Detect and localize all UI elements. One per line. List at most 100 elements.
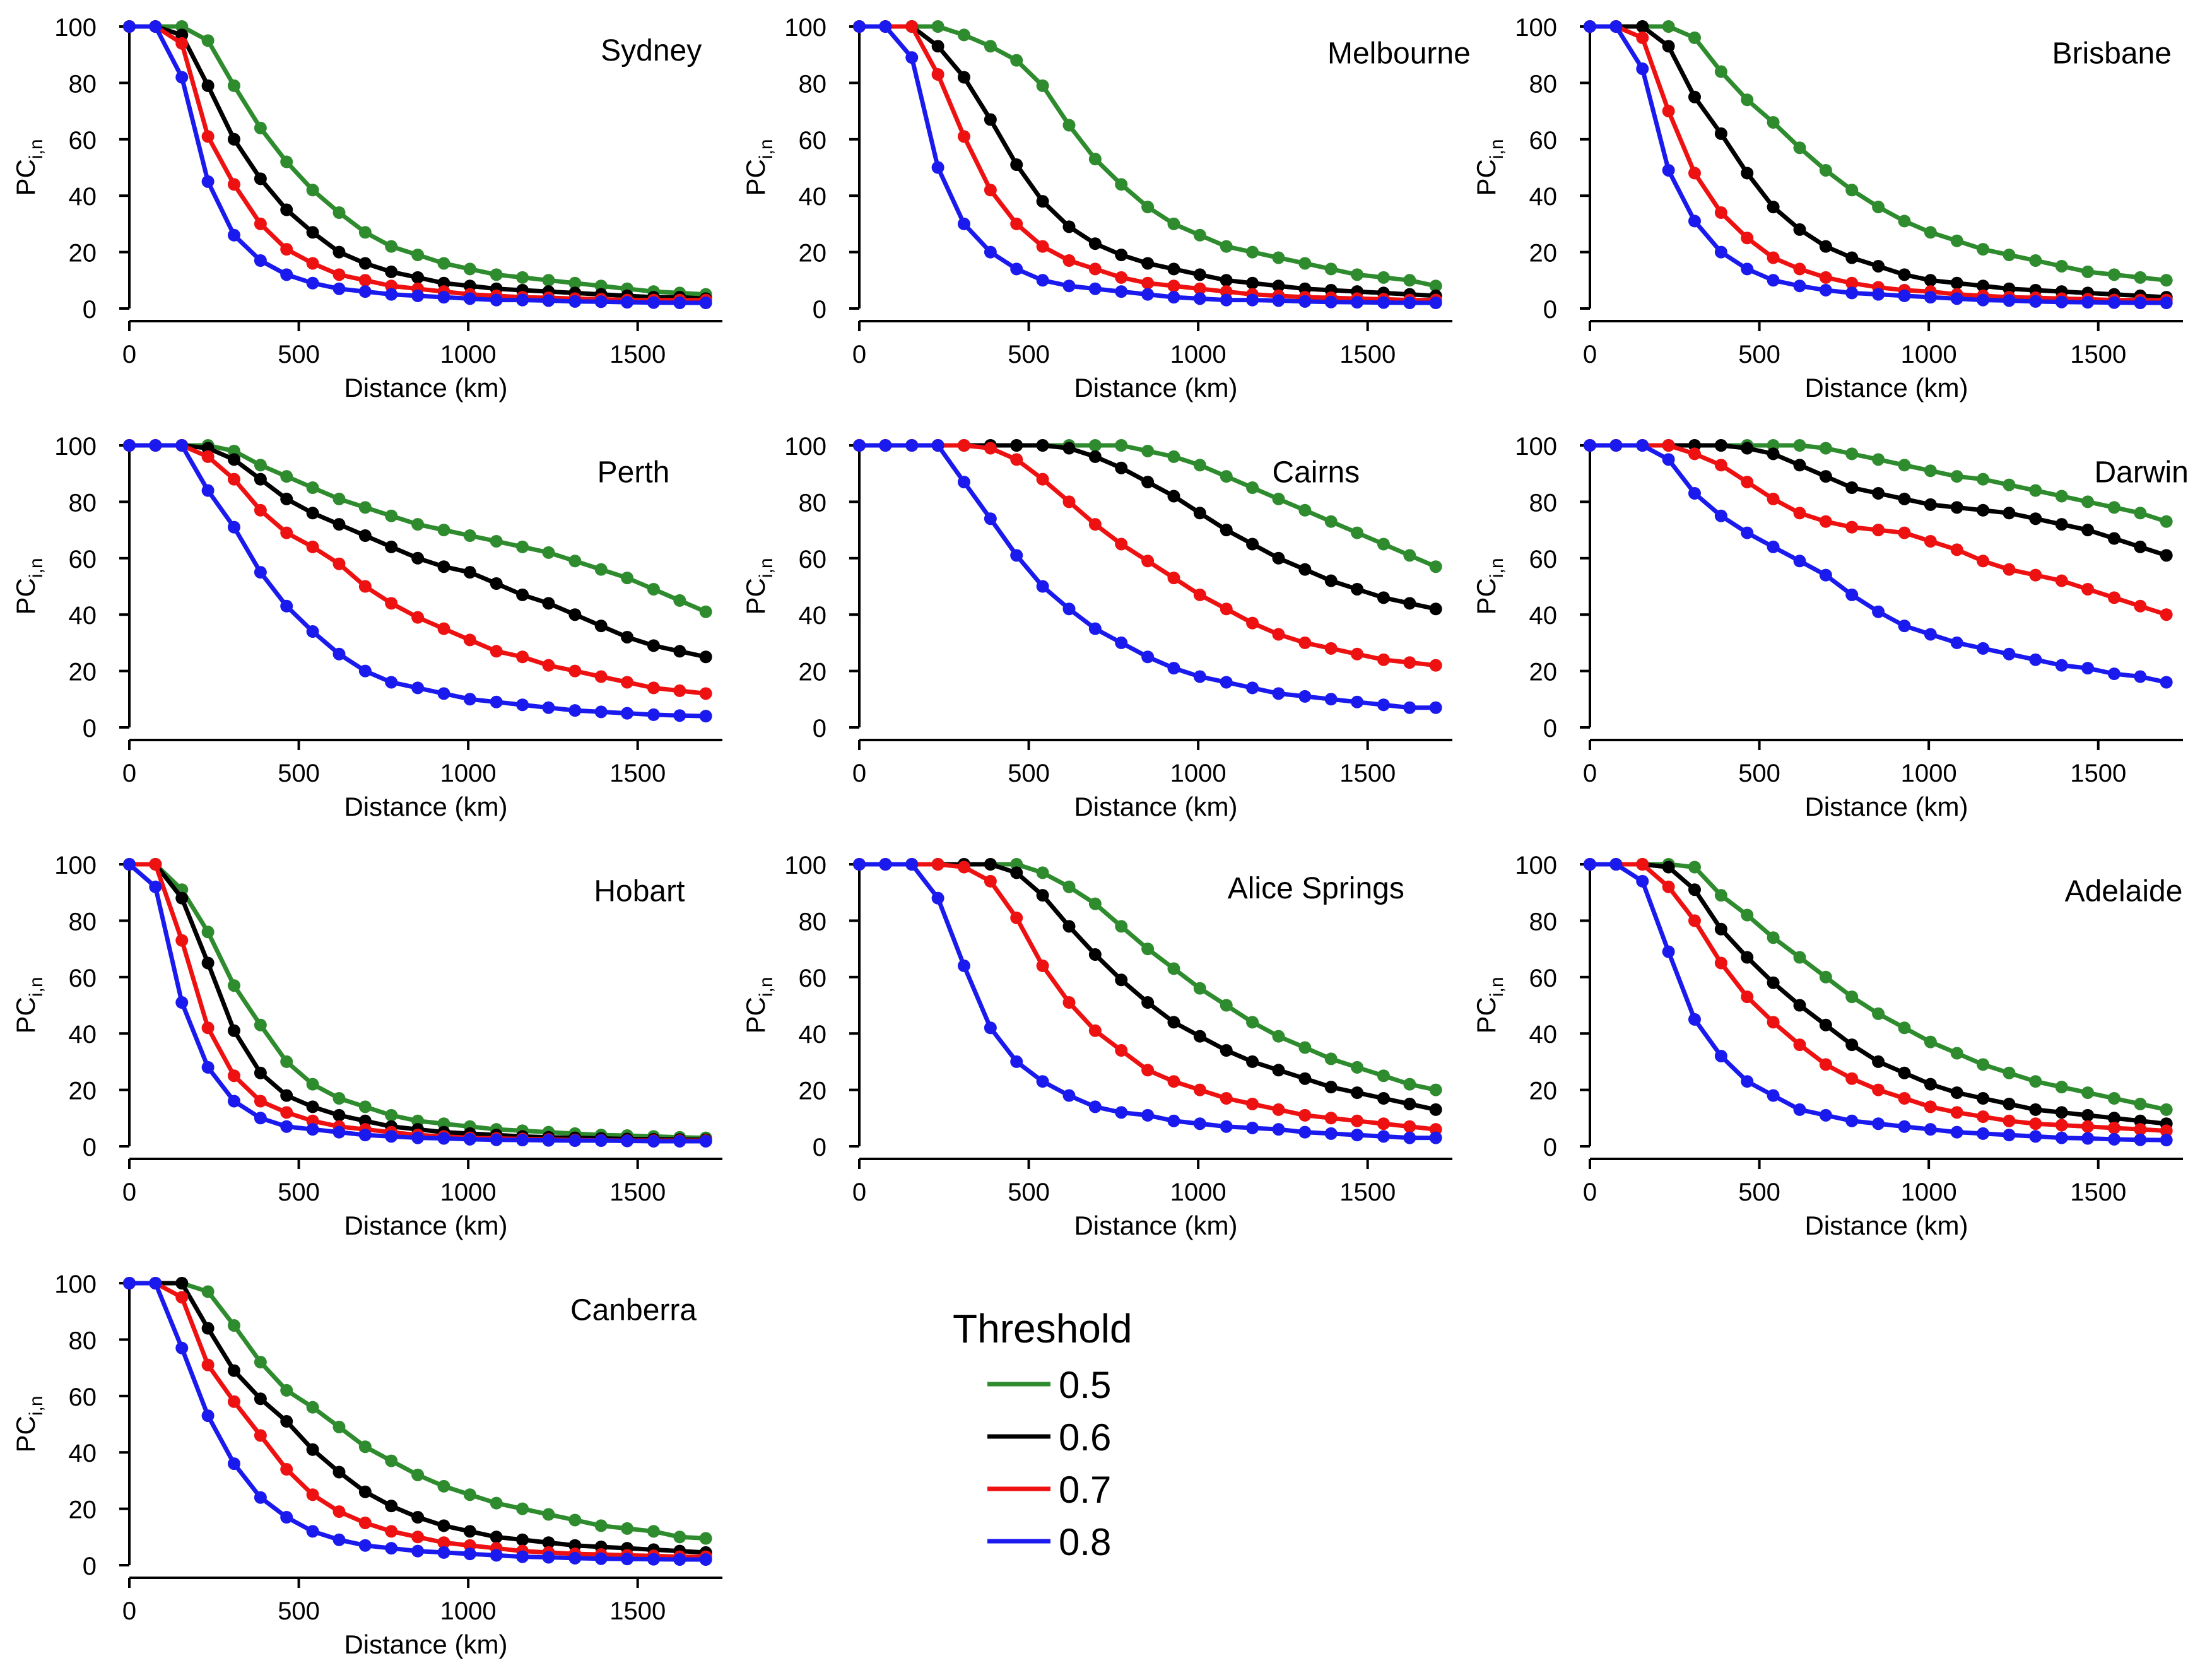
- point-0-5: [1088, 153, 1102, 166]
- point-0-5: [1429, 279, 1442, 293]
- point-0-8: [905, 439, 919, 452]
- x-tick-label: 1000: [440, 341, 497, 368]
- point-0-7: [1141, 276, 1155, 290]
- point-0-8: [1688, 1013, 1701, 1026]
- point-0-8: [490, 695, 503, 708]
- y-tick-label: 60: [69, 1383, 97, 1411]
- x-tick-label: 0: [1583, 760, 1597, 787]
- legend-title: Threshold: [953, 1306, 1132, 1351]
- point-0-6: [411, 551, 425, 565]
- panel-title: Melbourne: [1327, 37, 1471, 71]
- point-0-8: [123, 858, 136, 871]
- point-0-7: [227, 473, 240, 486]
- point-0-7: [1377, 653, 1390, 666]
- point-0-8: [2055, 295, 2068, 308]
- point-0-7: [2055, 1119, 2068, 1132]
- x-tick-label: 1500: [609, 341, 666, 368]
- point-0-8: [1298, 690, 1312, 703]
- point-0-6: [1010, 439, 1023, 452]
- point-0-7: [2081, 582, 2095, 596]
- point-0-7: [1088, 1024, 1102, 1037]
- y-tick-label: 20: [69, 1078, 97, 1105]
- point-0-7: [2029, 1117, 2042, 1131]
- panel-title: Cairns: [1272, 456, 1360, 490]
- point-0-5: [1950, 1047, 1963, 1060]
- point-0-5: [1977, 243, 1990, 256]
- point-0-8: [647, 1134, 660, 1148]
- legend-label-0-5: 0.5: [1059, 1364, 1111, 1406]
- point-0-7: [280, 1106, 293, 1119]
- point-0-8: [516, 1550, 529, 1563]
- point-0-7: [2029, 568, 2042, 582]
- point-0-5: [1115, 920, 1128, 933]
- point-0-7: [568, 664, 582, 678]
- point-0-5: [594, 1519, 608, 1532]
- point-0-6: [1036, 889, 1049, 902]
- point-0-7: [1924, 1100, 1937, 1113]
- point-0-8: [1377, 296, 1390, 309]
- point-0-5: [490, 534, 503, 548]
- point-0-8: [1403, 701, 1416, 714]
- point-0-8: [1429, 1131, 1442, 1144]
- legend-label-0-8: 0.8: [1059, 1521, 1111, 1563]
- point-0-6: [1741, 442, 1754, 455]
- point-0-5: [1088, 897, 1102, 910]
- point-0-8: [2160, 676, 2173, 689]
- y-tick-label: 100: [54, 1271, 97, 1298]
- point-0-7: [1036, 959, 1049, 972]
- y-tick-label: 100: [784, 14, 826, 42]
- y-tick-label: 100: [1515, 433, 1557, 461]
- point-0-5: [1377, 1069, 1390, 1083]
- point-0-8: [1115, 636, 1128, 649]
- point-0-8: [853, 20, 866, 33]
- point-0-8: [463, 292, 476, 305]
- point-0-6: [437, 1519, 450, 1532]
- point-0-5: [1351, 268, 1364, 281]
- x-axis-label: Distance (km): [1804, 1211, 1968, 1240]
- point-0-7: [1193, 282, 1206, 295]
- y-axis-label: PCi,n: [11, 139, 47, 196]
- point-0-5: [1272, 251, 1285, 264]
- point-0-7: [1688, 167, 1701, 180]
- point-0-5: [411, 249, 425, 262]
- point-0-7: [227, 178, 240, 191]
- point-0-5: [437, 1479, 450, 1493]
- point-0-6: [984, 858, 997, 871]
- point-0-8: [1584, 439, 1596, 452]
- point-0-8: [1141, 1108, 1155, 1122]
- point-0-8: [1662, 163, 1675, 177]
- point-0-6: [2107, 532, 2121, 545]
- point-0-6: [1062, 442, 1076, 455]
- point-0-6: [1924, 1078, 1937, 1091]
- point-0-8: [227, 1095, 240, 1108]
- y-axis-label: PCi,n: [741, 139, 777, 196]
- y-tick-label: 0: [813, 1134, 826, 1161]
- point-0-5: [358, 1440, 372, 1454]
- point-0-8: [201, 1409, 215, 1423]
- point-0-6: [1819, 470, 1832, 483]
- point-0-5: [1220, 470, 1233, 483]
- x-tick-label: 500: [1008, 1178, 1050, 1206]
- point-0-6: [1767, 201, 1780, 214]
- point-0-8: [1636, 439, 1649, 452]
- point-0-8: [542, 1551, 555, 1564]
- point-0-5: [1924, 226, 1937, 239]
- y-axis-label-sub: i,n: [756, 558, 777, 578]
- point-0-8: [411, 1131, 425, 1144]
- point-0-7: [2134, 1123, 2147, 1136]
- point-0-8: [280, 1120, 293, 1133]
- point-0-7: [984, 442, 997, 455]
- point-0-5: [647, 582, 660, 596]
- point-0-7: [1272, 628, 1285, 641]
- point-0-6: [594, 620, 608, 633]
- y-axis-label-main: PC: [741, 997, 770, 1033]
- point-0-6: [2081, 1108, 2095, 1122]
- x-tick-label: 1500: [2070, 760, 2126, 787]
- point-0-6: [1950, 501, 1963, 514]
- y-axis-label-main: PC: [741, 578, 770, 614]
- point-0-8: [463, 1132, 476, 1146]
- point-0-5: [1246, 245, 1259, 259]
- point-0-8: [879, 858, 892, 871]
- point-0-8: [1609, 858, 1623, 871]
